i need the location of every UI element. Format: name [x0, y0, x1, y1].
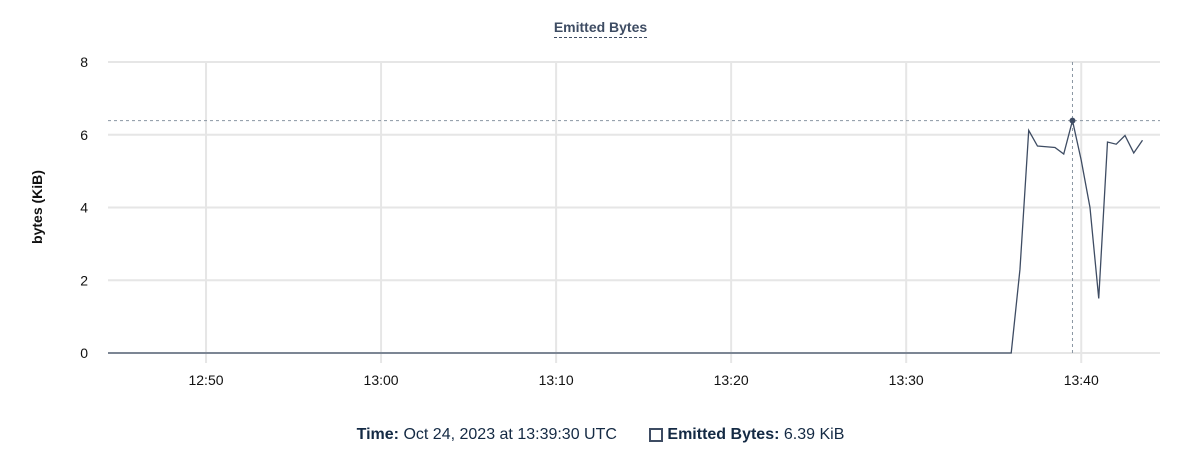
x-tick-label: 13:30 [889, 372, 924, 388]
series-checkbox[interactable] [649, 428, 664, 442]
y-tick-label: 6 [80, 127, 88, 143]
y-tick-label: 0 [80, 345, 88, 361]
y-tick-label: 2 [80, 272, 88, 288]
y-axis-label: bytes (KiB) [29, 170, 45, 244]
series-line [108, 120, 1144, 354]
chart-title[interactable]: Emitted Bytes [0, 19, 1201, 38]
x-tick-label: 13:20 [714, 372, 749, 388]
time-value: Oct 24, 2023 at 13:39:30 UTC [403, 426, 617, 443]
time-label: Time: [356, 426, 400, 443]
series-label: Emitted Bytes: [667, 426, 780, 443]
x-tick-label: 13:40 [1064, 372, 1099, 388]
y-tick-label: 8 [80, 54, 88, 70]
y-tick-label: 4 [80, 200, 88, 216]
chart-title-text[interactable]: Emitted Bytes [553, 19, 648, 38]
x-tick-label: 13:10 [539, 372, 574, 388]
legend: Time: Oct 24, 2023 at 13:39:30 UTC Emitt… [0, 426, 1201, 444]
x-tick-label: 12:50 [188, 372, 223, 388]
x-tick-label: 13:00 [364, 372, 399, 388]
hover-point [1069, 117, 1076, 124]
series-value: 6.39 KiB [783, 426, 845, 443]
